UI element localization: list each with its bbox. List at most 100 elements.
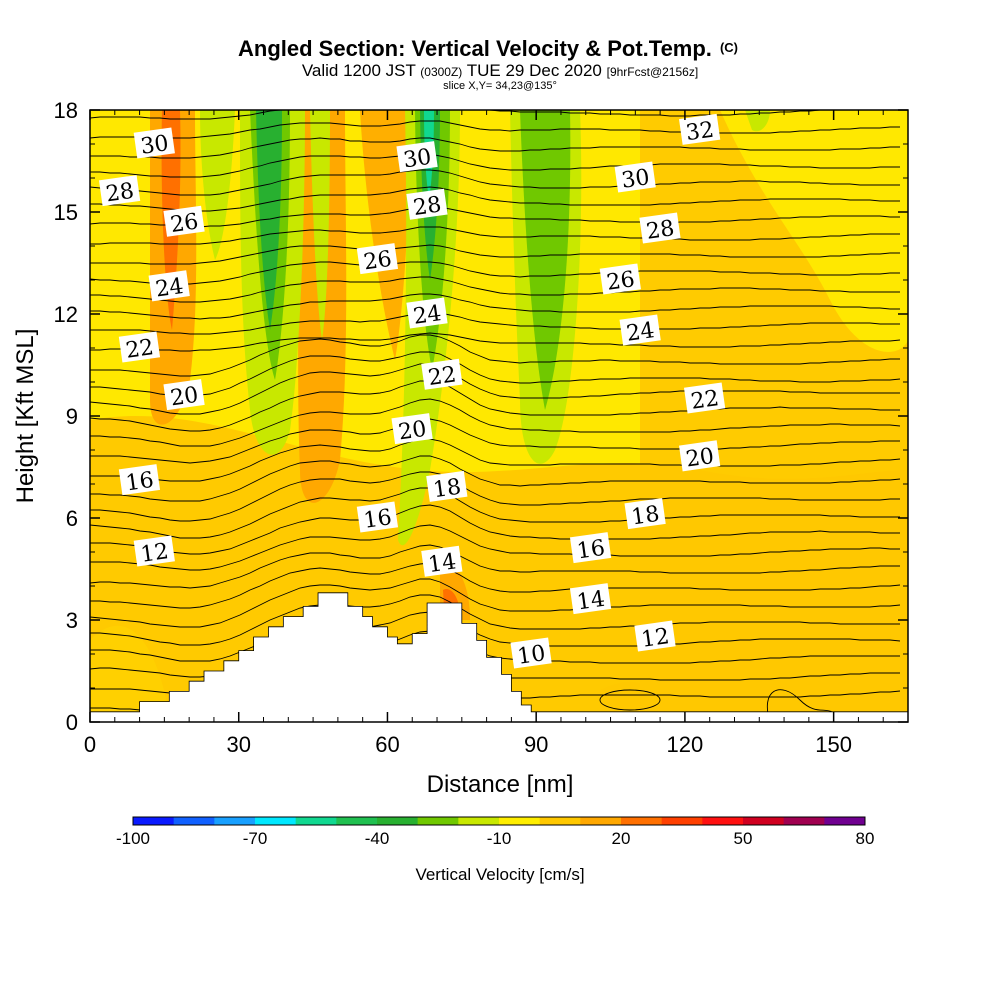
theta-contour-line <box>90 578 901 628</box>
theta-contour-line <box>90 261 900 285</box>
x-axis-label: Distance [nm] <box>427 771 574 798</box>
chart-title: Angled Section: Vertical Velocity & Pot.… <box>238 36 738 61</box>
colorbar-tick-label: -70 <box>243 829 268 848</box>
contour-label-text: 24 <box>412 301 443 330</box>
contour-label-text: 12 <box>139 539 170 568</box>
contour-label-text: 18 <box>432 475 463 504</box>
contour-label-text: 10 <box>516 641 547 670</box>
colorbar-swatch <box>661 817 703 825</box>
theta-contour-line <box>90 334 900 377</box>
colorbar-swatch <box>621 817 663 825</box>
theta-contour-line <box>90 471 900 522</box>
colorbar-label: Vertical Velocity [cm/s] <box>415 865 584 884</box>
contour-label-text: 18 <box>630 502 661 531</box>
theta-contour-line <box>599 689 661 711</box>
x-tick-label: 30 <box>226 732 250 757</box>
theta-contour-line <box>90 524 900 571</box>
contour-label-text: 16 <box>362 505 393 534</box>
contour-label-text: 20 <box>684 444 715 473</box>
theta-contour-line <box>90 594 900 646</box>
velocity-band <box>520 110 571 410</box>
contour-label-text: 24 <box>625 318 656 347</box>
theta-contour-line <box>766 689 841 722</box>
contour-label-text: 28 <box>412 192 443 221</box>
colorbar-swatch <box>336 817 378 825</box>
contour-label: 28 <box>98 175 141 207</box>
chart-subtitle: Valid 1200 JST (0300Z) TUE 29 Dec 2020 [… <box>302 61 698 80</box>
velocity-band <box>200 110 235 260</box>
contour-label-text: 24 <box>154 274 185 303</box>
colorbar-swatch <box>824 817 866 825</box>
contour-label-text: 28 <box>645 216 676 245</box>
theta-contour-line <box>90 293 900 320</box>
plot-area: 3028262422201612302826242220181614103230… <box>90 110 908 722</box>
contour-label-text: 30 <box>139 131 170 160</box>
y-tick-label: 15 <box>54 200 78 225</box>
contour-label: 24 <box>148 270 190 303</box>
x-tick-label: 150 <box>815 732 852 757</box>
contour-label-text: 22 <box>427 362 458 391</box>
contour-label-text: 20 <box>169 383 200 412</box>
contour-label-text: 26 <box>169 209 200 238</box>
contour-label: 26 <box>599 263 641 296</box>
contour-label-text: 32 <box>684 118 715 147</box>
contour-label: 28 <box>406 188 448 221</box>
contour-label-text: 12 <box>640 624 671 653</box>
contour-label: 20 <box>391 413 433 445</box>
y-tick-label: 6 <box>66 506 78 531</box>
theta-contour-line <box>90 455 901 502</box>
theta-contour-line <box>90 544 900 589</box>
valid-time: Valid 1200 JST <box>302 61 416 80</box>
contour-label: 16 <box>569 532 612 564</box>
contour-label: 32 <box>679 113 721 147</box>
colorbar-swatch <box>499 817 541 825</box>
y-tick-label: 0 <box>66 710 78 735</box>
theta-contour-line <box>90 562 901 609</box>
contour-label: 14 <box>421 545 463 578</box>
theta-contour-line <box>90 312 900 335</box>
theta-contour-line <box>90 418 900 464</box>
x-tick-label: 0 <box>84 732 96 757</box>
contour-label: 18 <box>426 470 468 504</box>
colorbar-tick-label: -40 <box>365 829 390 848</box>
colorbar-swatch <box>295 817 337 825</box>
velocity-band <box>310 110 330 340</box>
theta-contour-line <box>90 611 901 662</box>
theta-contour-line <box>90 398 901 447</box>
velocity-band <box>745 110 770 132</box>
y-tick-label: 9 <box>66 404 78 429</box>
colorbar-swatch <box>539 817 581 825</box>
terrain <box>90 592 908 722</box>
colorbar-swatch <box>743 817 785 825</box>
colorbar: -100 -70 -40 -10 20 50 80 <box>116 816 875 848</box>
contour-label: 20 <box>679 440 721 473</box>
y-tick-label: 12 <box>54 302 78 327</box>
theta-contour-line <box>90 120 900 139</box>
colorbar-tick-label: -10 <box>487 829 512 848</box>
slice-info: slice X,Y= 34,23@135° <box>443 80 557 92</box>
colorbar-swatch <box>173 817 215 825</box>
contour-label: 22 <box>118 331 161 364</box>
y-tick-label: 3 <box>66 608 78 633</box>
theta-contour-line <box>90 206 900 228</box>
theta-contour-line <box>90 169 900 196</box>
colorbar-swatch <box>458 817 500 825</box>
contour-label: 14 <box>569 583 612 615</box>
theta-contour-line <box>90 244 900 265</box>
colorbar-frame <box>132 816 866 826</box>
theta-contour-line <box>90 332 901 352</box>
colorbar-swatch <box>133 817 175 825</box>
contour-label: 30 <box>133 127 175 160</box>
theta-contour-line <box>90 504 900 555</box>
theta-contour-line <box>90 186 900 212</box>
contour-label: 24 <box>619 314 661 347</box>
y-axis-label: Height [Kft MSL] <box>12 329 39 504</box>
theta-contour-line <box>90 226 900 245</box>
x-tick-label: 60 <box>375 732 399 757</box>
theta-contour-line <box>90 351 901 397</box>
contour-label-text: 22 <box>124 335 155 364</box>
colorbar-swatch <box>783 817 825 825</box>
colorbar-swatch <box>702 817 744 825</box>
colorbar-tick-label: 80 <box>856 829 875 848</box>
forecast-info: [9hrFcst@2156z] <box>607 65 699 79</box>
